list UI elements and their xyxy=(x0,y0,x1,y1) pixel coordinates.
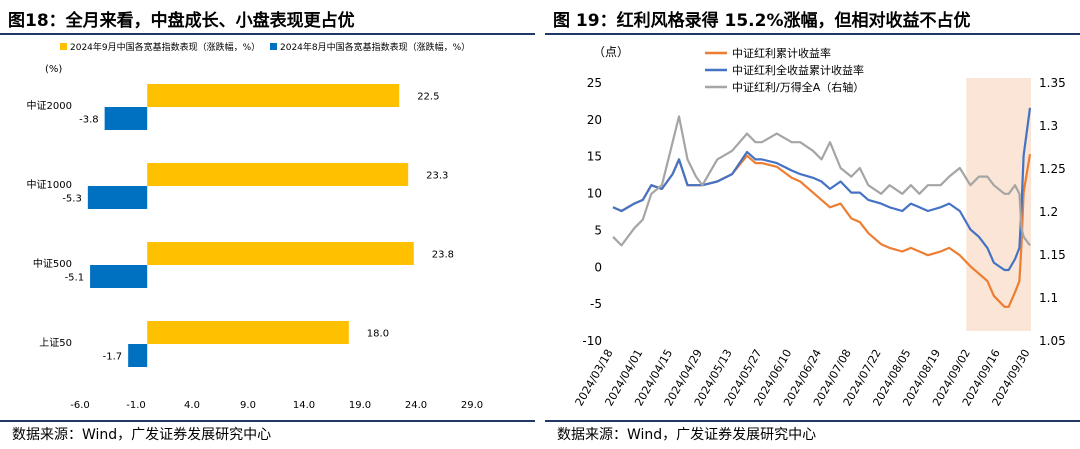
bar-sep xyxy=(147,84,400,107)
series-line xyxy=(612,107,1032,272)
left-source-rule xyxy=(0,420,535,422)
right-y-tick-label: 1.2 xyxy=(1039,205,1058,219)
right-figure: 图 19：红利风格录得 15.2%涨幅，但相对收益不占优 -10 -5 0 5 10 15… xyxy=(545,0,1080,449)
bar-aug xyxy=(87,186,148,209)
bar-aug xyxy=(128,344,148,367)
right-y-tick-label: 1.15 xyxy=(1039,248,1066,262)
bar-aug xyxy=(104,107,148,130)
left-legend: 2024年9月中国各宽基指数表现（涨跌幅，%） 2024年8月中国各宽基指数表现（… xyxy=(60,41,470,53)
legend-label: 中证红利全收益累计收益率 xyxy=(732,63,864,77)
category-label: 中证1000 xyxy=(27,178,72,191)
x-tick-label: 19.0 xyxy=(349,400,371,411)
legend-swatch xyxy=(270,43,277,50)
right-source: 数据来源：Wind，广发证券发展研究中心 xyxy=(557,427,817,443)
left-bar-chart: 2024年9月中国各宽基指数表现（涨跌幅，%） 2024年8月中国各宽基指数表现（… xyxy=(27,41,484,411)
data-label: 23.8 xyxy=(432,250,454,261)
left-title-rule xyxy=(0,33,535,35)
data-label: -5.3 xyxy=(62,194,82,205)
right-y-tick-label: 1.1 xyxy=(1039,291,1058,305)
bar-sep xyxy=(147,321,349,344)
x-tick-label: 29.0 xyxy=(461,400,483,411)
right-y-tick-label: 1.35 xyxy=(1039,76,1066,90)
data-label: -5.1 xyxy=(65,273,85,284)
left-bars: 22.5 -3.8 中证2000 23.3 -5.3 中证1000 23.8 -5.1 中证50… xyxy=(27,84,454,367)
bar-aug xyxy=(90,265,148,288)
x-tick-label: 4.0 xyxy=(184,400,200,411)
data-label: 23.3 xyxy=(426,171,448,182)
left-y-tick-label: -5 xyxy=(590,297,602,311)
left-y-tick-label: 10 xyxy=(587,187,602,201)
x-tick-label: 14.0 xyxy=(293,400,315,411)
legend-label: 2024年9月中国各宽基指数表现（涨跌幅，%） xyxy=(70,41,260,53)
category-label: 中证500 xyxy=(33,257,72,270)
x-tick-label: 24.0 xyxy=(405,400,427,411)
left-x-axis: -6.0 -1.0 4.0 9.0 14.0 19.0 24.0 29.0 xyxy=(70,400,483,411)
legend-label: 中证红利/万得全A（右轴） xyxy=(732,80,864,94)
right-title-rule xyxy=(545,33,1080,35)
right-y-tick-label: 1.05 xyxy=(1039,334,1066,348)
left-y-tick-label: 0 xyxy=(594,260,602,274)
left-figure-title: 图18：全月来看，中盘成长、小盘表现更占优 xyxy=(8,11,355,31)
right-source-rule xyxy=(545,420,1080,422)
left-y-tick-label: 15 xyxy=(587,150,602,164)
right-lines xyxy=(612,107,1032,308)
legend-label: 2024年8月中国各宽基指数表现（涨跌幅，%） xyxy=(280,41,470,53)
left-unit-label: (%) xyxy=(45,64,62,75)
legend-swatch xyxy=(60,43,67,50)
category-label: 上证50 xyxy=(39,337,72,349)
left-y-tick-label: 25 xyxy=(587,76,602,90)
x-tick-label: -6.0 xyxy=(70,400,90,411)
bar-sep xyxy=(147,242,414,265)
data-label: -1.7 xyxy=(103,352,123,363)
data-label: 18.0 xyxy=(367,329,389,340)
bar-sep xyxy=(147,163,409,186)
right-figure-title: 图 19：红利风格录得 15.2%涨幅，但相对收益不占优 xyxy=(553,11,971,31)
series-line xyxy=(612,115,1031,247)
category-label: 中证2000 xyxy=(27,99,72,112)
left-source: 数据来源：Wind，广发证券发展研究中心 xyxy=(12,427,272,443)
right-line-chart: -10 -5 0 5 10 15 20 25 1.05 1.1 1.15 1.2 1.25 1.3 1.35… xyxy=(573,45,1066,408)
data-label: 22.5 xyxy=(417,92,439,103)
data-label: -3.8 xyxy=(79,115,99,126)
left-y-tick-label: 20 xyxy=(587,113,602,127)
x-tick-label: -1.0 xyxy=(126,400,146,411)
left-y-tick-label: 5 xyxy=(594,223,602,237)
left-y-tick-label: -10 xyxy=(582,334,602,348)
right-left-unit-label: （点） xyxy=(593,45,629,59)
right-y-tick-label: 1.3 xyxy=(1039,119,1058,133)
x-tick-label: 9.0 xyxy=(240,400,256,411)
left-figure: 图18：全月来看，中盘成长、小盘表现更占优 2024年9月中国各宽基指数表现（涨… xyxy=(0,0,535,449)
right-y-tick-label: 1.25 xyxy=(1039,162,1066,176)
legend-label: 中证红利累计收益率 xyxy=(732,46,831,60)
